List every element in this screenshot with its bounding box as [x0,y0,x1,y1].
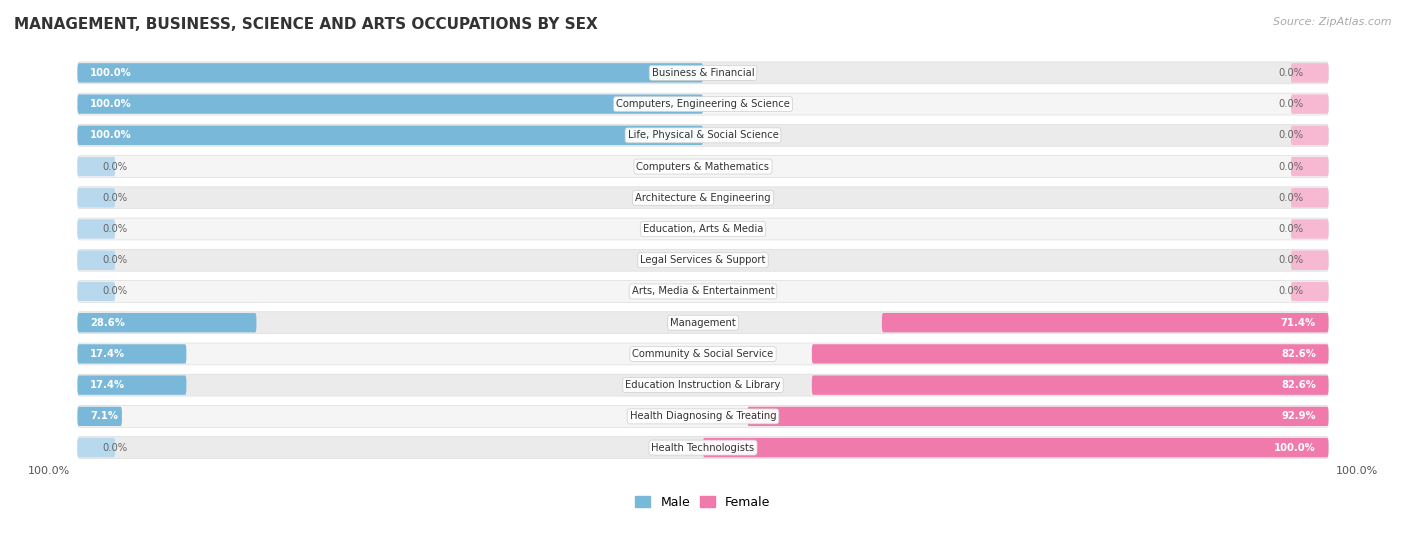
Text: 82.6%: 82.6% [1281,349,1316,359]
FancyBboxPatch shape [77,438,115,457]
FancyBboxPatch shape [77,188,115,207]
Text: 100.0%: 100.0% [1336,466,1378,476]
FancyBboxPatch shape [1291,219,1329,239]
FancyBboxPatch shape [811,344,1329,363]
Text: 28.6%: 28.6% [90,318,125,328]
Text: 0.0%: 0.0% [103,193,128,203]
Text: 0.0%: 0.0% [1278,224,1303,234]
FancyBboxPatch shape [1291,126,1329,145]
Text: 17.4%: 17.4% [90,380,125,390]
FancyBboxPatch shape [77,405,1329,427]
Text: 82.6%: 82.6% [1281,380,1316,390]
FancyBboxPatch shape [77,313,256,333]
Text: Computers & Mathematics: Computers & Mathematics [637,162,769,172]
Text: Business & Financial: Business & Financial [652,68,754,78]
Text: 0.0%: 0.0% [1278,162,1303,172]
FancyBboxPatch shape [77,374,1329,396]
Text: 0.0%: 0.0% [103,286,128,296]
FancyBboxPatch shape [77,281,1329,302]
Text: Arts, Media & Entertainment: Arts, Media & Entertainment [631,286,775,296]
FancyBboxPatch shape [882,313,1329,333]
Text: 0.0%: 0.0% [1278,99,1303,109]
Text: 100.0%: 100.0% [90,68,132,78]
FancyBboxPatch shape [1291,250,1329,270]
FancyBboxPatch shape [77,282,115,301]
Text: Source: ZipAtlas.com: Source: ZipAtlas.com [1274,17,1392,27]
Text: 92.9%: 92.9% [1281,411,1316,421]
Text: 100.0%: 100.0% [28,466,70,476]
Text: Computers, Engineering & Science: Computers, Engineering & Science [616,99,790,109]
Text: Architecture & Engineering: Architecture & Engineering [636,193,770,203]
Text: Legal Services & Support: Legal Services & Support [640,255,766,265]
FancyBboxPatch shape [748,407,1329,426]
Text: 100.0%: 100.0% [90,99,132,109]
Text: 0.0%: 0.0% [1278,193,1303,203]
FancyBboxPatch shape [77,62,1329,84]
FancyBboxPatch shape [77,219,115,239]
FancyBboxPatch shape [77,157,115,176]
Text: 0.0%: 0.0% [103,443,128,453]
Legend: Male, Female: Male, Female [630,491,776,514]
FancyBboxPatch shape [77,125,1329,146]
FancyBboxPatch shape [77,155,1329,177]
Text: 100.0%: 100.0% [90,130,132,140]
Text: 0.0%: 0.0% [1278,68,1303,78]
Text: 0.0%: 0.0% [103,162,128,172]
FancyBboxPatch shape [77,249,1329,271]
FancyBboxPatch shape [1291,188,1329,207]
FancyBboxPatch shape [1291,157,1329,176]
Text: Community & Social Service: Community & Social Service [633,349,773,359]
FancyBboxPatch shape [77,250,115,270]
FancyBboxPatch shape [77,343,1329,365]
Text: 0.0%: 0.0% [1278,286,1303,296]
Text: 0.0%: 0.0% [1278,130,1303,140]
Text: 0.0%: 0.0% [1278,255,1303,265]
FancyBboxPatch shape [77,437,1329,458]
FancyBboxPatch shape [811,376,1329,395]
Text: Health Technologists: Health Technologists [651,443,755,453]
FancyBboxPatch shape [77,94,703,114]
FancyBboxPatch shape [77,218,1329,240]
Text: Education, Arts & Media: Education, Arts & Media [643,224,763,234]
FancyBboxPatch shape [77,344,187,363]
Text: 0.0%: 0.0% [103,224,128,234]
Text: Health Diagnosing & Treating: Health Diagnosing & Treating [630,411,776,421]
FancyBboxPatch shape [703,438,1329,457]
FancyBboxPatch shape [77,93,1329,115]
Text: Education Instruction & Library: Education Instruction & Library [626,380,780,390]
Text: 17.4%: 17.4% [90,349,125,359]
FancyBboxPatch shape [1291,282,1329,301]
FancyBboxPatch shape [1291,94,1329,114]
FancyBboxPatch shape [1291,63,1329,83]
Text: 100.0%: 100.0% [1274,443,1316,453]
FancyBboxPatch shape [77,376,187,395]
FancyBboxPatch shape [77,312,1329,334]
Text: 71.4%: 71.4% [1281,318,1316,328]
FancyBboxPatch shape [77,407,122,426]
FancyBboxPatch shape [77,63,703,83]
FancyBboxPatch shape [77,187,1329,209]
Text: MANAGEMENT, BUSINESS, SCIENCE AND ARTS OCCUPATIONS BY SEX: MANAGEMENT, BUSINESS, SCIENCE AND ARTS O… [14,17,598,32]
Text: Management: Management [671,318,735,328]
Text: Life, Physical & Social Science: Life, Physical & Social Science [627,130,779,140]
Text: 7.1%: 7.1% [90,411,118,421]
Text: 0.0%: 0.0% [103,255,128,265]
FancyBboxPatch shape [77,126,703,145]
